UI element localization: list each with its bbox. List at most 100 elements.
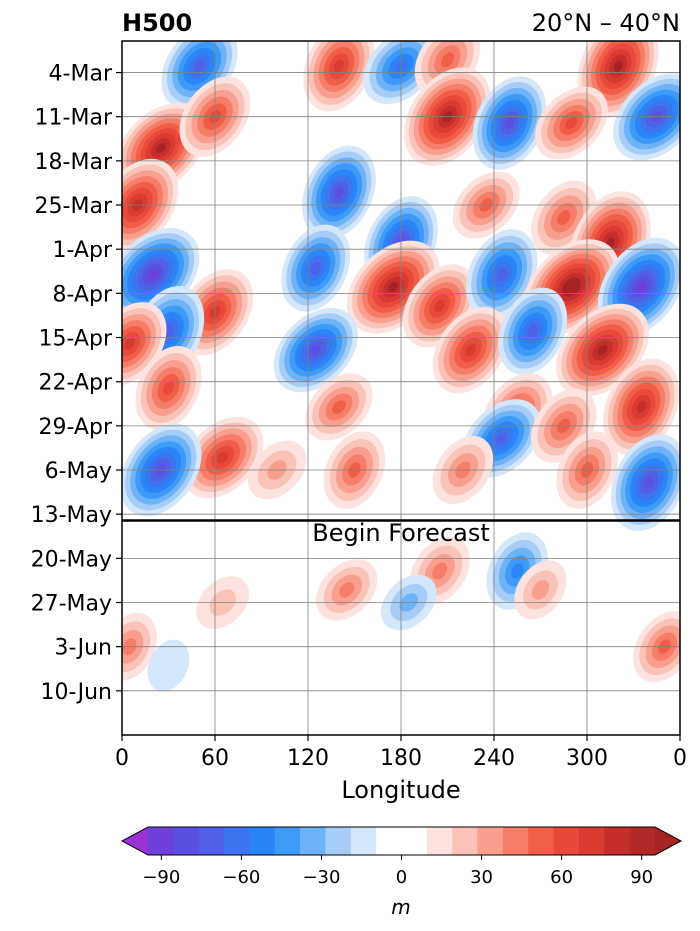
anomaly-blob: [316, 559, 378, 621]
contour-level: [434, 300, 445, 312]
chart-title-right: 20°N – 40°N: [532, 9, 680, 37]
x-tick-label: 180: [380, 746, 422, 771]
anomaly-blob: [597, 237, 680, 337]
contour-level: [333, 59, 345, 73]
contour-level: [124, 337, 135, 350]
colorbar-segment: [629, 827, 656, 855]
colorbar-segment: [502, 827, 529, 855]
contour-level: [465, 343, 477, 357]
colorbar: −90 −60 −30 0 30 60 90: [120, 826, 683, 888]
colorbar-segment: [578, 827, 605, 855]
anomaly-blob: [603, 358, 680, 456]
y-tick-label: 25-Mar: [35, 194, 113, 219]
colorbar-tick-label: −90: [142, 867, 180, 888]
colorbar-segment: [249, 827, 276, 855]
anomaly-blob: [610, 434, 680, 532]
colorbar-segment: [300, 827, 326, 855]
x-tick-label: 300: [566, 746, 608, 771]
x-tick-label: 60: [201, 746, 229, 771]
contour-level: [597, 345, 608, 356]
contour-level: [216, 451, 229, 464]
anomaly-blob: [182, 416, 264, 499]
contour-level: [496, 432, 508, 445]
y-tick-label: 15-Apr: [38, 327, 112, 352]
y-tick-label: 3-Jun: [54, 636, 112, 661]
colorbar-segment: [477, 827, 504, 855]
contour-level: [440, 52, 455, 68]
x-tick-label: 0: [673, 746, 687, 771]
contour-level: [565, 116, 578, 130]
anomaly-blob: [466, 229, 538, 320]
colorbar-over-arrow: [655, 827, 681, 855]
anomaly-blob: [305, 373, 373, 441]
y-tick-label: 22-Apr: [38, 371, 112, 396]
colorbar-segment: [173, 827, 200, 855]
contour-level: [310, 344, 322, 356]
y-tick-label: 29-Apr: [38, 415, 112, 440]
colorbar-segment: [198, 827, 225, 855]
contour-level: [147, 269, 159, 280]
x-tick-label: 120: [287, 746, 329, 771]
colorbar-tick-label: 90: [630, 867, 653, 888]
colorbar-segment: [350, 827, 377, 855]
y-axis: 4-Mar 11-Mar 18-Mar 25-Mar 1-Apr 8-Apr 15-Apr 2…: [31, 62, 122, 705]
anomaly-blob: [514, 560, 567, 620]
colorbar-segment: [426, 827, 453, 855]
colorbar-under-arrow: [122, 827, 148, 855]
y-tick-label: 4-Mar: [49, 62, 113, 87]
chart-title-left: H500: [122, 9, 192, 37]
anomaly-blob: [122, 228, 200, 321]
y-tick-label: 10-Jun: [40, 680, 112, 705]
anomaly-blob: [472, 76, 547, 170]
colorbar-tick-label: 30: [470, 867, 493, 888]
x-tick-label: 0: [115, 746, 129, 771]
y-tick-label: 8-Apr: [52, 282, 112, 307]
colorbar-segment: [604, 827, 631, 855]
x-tick-label: 240: [473, 746, 515, 771]
colorbar-segment: [376, 827, 402, 855]
colorbar-tick-label: 0: [396, 867, 407, 888]
contour-level: [636, 400, 646, 414]
colorbar-segment: [401, 827, 428, 855]
contour-level: [496, 267, 507, 281]
contour-level: [155, 143, 166, 154]
contour-level: [511, 563, 524, 579]
contour-level: [527, 325, 538, 338]
colorbar-segment: [148, 827, 174, 855]
forecast-label: Begin Forecast: [312, 519, 490, 547]
contour-level: [504, 117, 515, 129]
contour-level: [310, 261, 321, 275]
colorbar-segment: [224, 827, 250, 855]
contour-level: [644, 476, 654, 489]
contour-level: [147, 639, 190, 692]
y-tick-label: 18-Mar: [35, 150, 113, 175]
contour-level: [388, 281, 399, 293]
grid-layer: [122, 41, 680, 735]
contour-level: [636, 281, 647, 293]
contour-level: [163, 381, 174, 395]
contour-level: [432, 562, 448, 580]
contour-level: [339, 582, 355, 598]
colorbar-segment: [274, 827, 301, 855]
x-axis-label: Longitude: [341, 776, 460, 804]
colorbar-tick-label: 60: [550, 867, 573, 888]
colorbar-outline: [120, 826, 683, 856]
contour-level: [557, 210, 571, 226]
anomaly-blob: [135, 346, 202, 430]
anomaly-blob: [302, 145, 376, 240]
contour-level: [332, 400, 346, 414]
y-tick-label: 20-May: [31, 547, 112, 572]
colorbar-segment: [528, 827, 555, 855]
colorbar-segment: [325, 827, 352, 855]
plot-area: Begin Forecast: [121, 40, 681, 736]
y-tick-label: 13-May: [31, 503, 112, 528]
colorbar-tick-label: −60: [222, 867, 260, 888]
colorbar-segment: [553, 827, 580, 855]
colorbar-label: m: [391, 895, 410, 919]
contour-level: [194, 60, 205, 73]
anomaly-blob: [462, 399, 542, 478]
anomaly-blob: [147, 639, 190, 692]
y-tick-label: 27-May: [31, 592, 112, 617]
y-tick-label: 6-May: [45, 459, 112, 484]
